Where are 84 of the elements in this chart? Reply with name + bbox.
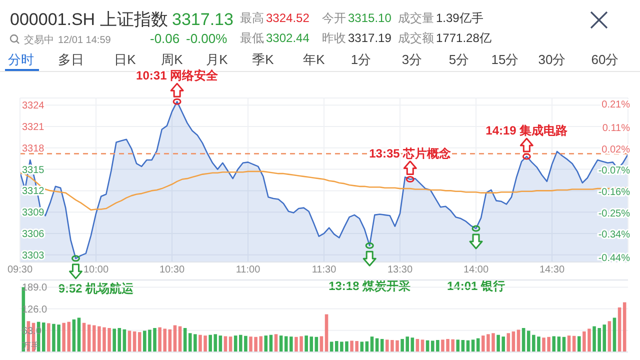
y-tick-label: 63.0 bbox=[22, 326, 42, 337]
text: 成交额 bbox=[398, 31, 434, 45]
text: 3324.52 bbox=[266, 11, 310, 25]
y-axis-title: 万手 bbox=[22, 341, 40, 351]
x-tick-label: 14:00 bbox=[463, 264, 489, 276]
text: 最低 bbox=[240, 31, 264, 45]
bar bbox=[324, 314, 328, 352]
bar bbox=[87, 324, 91, 352]
text: 周K bbox=[161, 52, 184, 67]
bar bbox=[618, 307, 622, 352]
y-tick-label: 3309 bbox=[22, 208, 45, 219]
bar bbox=[552, 336, 556, 352]
y-tick-label: 189.0 bbox=[22, 282, 48, 294]
text: 3317.19 bbox=[348, 31, 392, 45]
text: 成交量 bbox=[398, 11, 434, 25]
y2-tick-label: 0.02% bbox=[602, 144, 630, 156]
text: 季K bbox=[252, 52, 274, 67]
text: 1771.28亿 bbox=[436, 31, 492, 45]
x-tick-label: 10:30 bbox=[159, 264, 185, 276]
bar bbox=[456, 340, 460, 352]
text: 日K bbox=[114, 52, 136, 67]
y-tick-label: 3318 bbox=[22, 143, 45, 154]
bar bbox=[360, 342, 364, 352]
bar bbox=[183, 328, 187, 352]
text: 今开 bbox=[322, 11, 346, 25]
annotation: 14:19 集成电路 bbox=[486, 123, 569, 138]
y-tick-label: 3324 bbox=[22, 100, 45, 112]
bar bbox=[42, 322, 46, 352]
bar bbox=[118, 328, 122, 352]
bar bbox=[274, 334, 278, 352]
text: 分时 bbox=[8, 52, 34, 67]
text: 月K bbox=[206, 52, 228, 67]
bar bbox=[224, 336, 228, 352]
bar bbox=[612, 318, 616, 352]
bar bbox=[522, 328, 526, 352]
bar bbox=[128, 330, 132, 352]
text: 1.39亿手 bbox=[436, 11, 484, 25]
bar bbox=[622, 302, 626, 352]
y2-tick-label: -0.44% bbox=[598, 253, 630, 264]
y2-tick-label: -0.34% bbox=[598, 230, 630, 241]
bar bbox=[526, 330, 530, 352]
y2-tick-label: 0.21% bbox=[602, 99, 630, 110]
text: 5分 bbox=[448, 52, 470, 67]
text: 12/01 14:59 bbox=[58, 35, 112, 46]
bar bbox=[138, 332, 142, 352]
bar bbox=[320, 336, 324, 352]
bar bbox=[77, 318, 81, 352]
x-tick-label: 11:00 bbox=[236, 264, 261, 276]
y2-tick-label: -0.16% bbox=[598, 186, 630, 198]
text: 最高 bbox=[240, 11, 264, 25]
bar bbox=[506, 333, 510, 352]
text: 3302.44 bbox=[266, 31, 310, 45]
text: 3分 bbox=[402, 52, 422, 67]
y-tick-label: 3303 bbox=[22, 250, 45, 262]
text: 交易中 bbox=[24, 34, 54, 46]
text: 昨收 bbox=[322, 31, 346, 45]
text: -0.06 bbox=[150, 31, 180, 46]
text: 年K bbox=[303, 52, 326, 67]
y2-tick-label: -0.07% bbox=[598, 166, 630, 177]
y2-tick-label: 0.11% bbox=[602, 123, 630, 134]
text: 15分 bbox=[491, 52, 519, 67]
text: 000001.SH 上证指数 bbox=[10, 10, 168, 29]
bar bbox=[72, 319, 76, 352]
bar bbox=[47, 323, 50, 352]
x-tick-label: 13:30 bbox=[387, 264, 413, 276]
text: 60分 bbox=[591, 52, 619, 67]
text: 多日 bbox=[58, 52, 84, 67]
text: 3317.13 bbox=[172, 10, 234, 29]
x-tick-label: 14:30 bbox=[539, 264, 565, 276]
text: 10:31 网络安全 bbox=[136, 68, 220, 83]
x-tick-label: 09:30 bbox=[7, 264, 33, 276]
x-tick-label: 10:00 bbox=[83, 264, 109, 276]
bar bbox=[516, 330, 520, 352]
text: 30分 bbox=[538, 52, 566, 67]
x-tick-label: 11:30 bbox=[312, 264, 337, 276]
bar bbox=[577, 336, 581, 352]
bar bbox=[608, 321, 612, 352]
y-tick-label: 3306 bbox=[22, 228, 45, 240]
text: -0.00% bbox=[186, 31, 228, 46]
y-tick-label: 3321 bbox=[22, 122, 45, 134]
text: 1分 bbox=[350, 52, 372, 67]
text: 3315.10 bbox=[348, 11, 392, 25]
y2-tick-label: -0.25% bbox=[598, 208, 630, 220]
bar bbox=[112, 328, 116, 352]
